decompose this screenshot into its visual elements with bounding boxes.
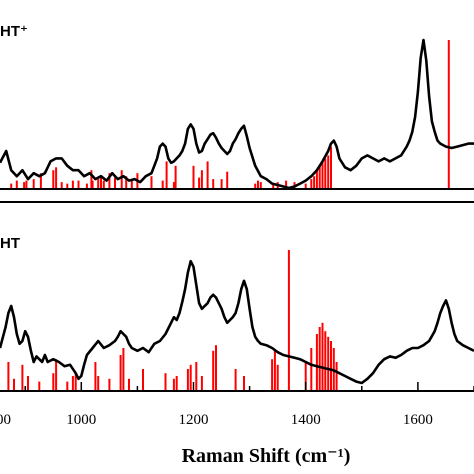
x-tick-label: 1000: [66, 412, 96, 428]
calculated-stick-series-bottom: [7, 250, 338, 390]
x-axis-ticks: 00 1000 1200 1400 1600: [0, 382, 474, 428]
spectrum-line: [0, 259, 474, 385]
panel-label-bottom: HT: [0, 235, 20, 252]
plot-frame-top: [0, 188, 474, 190]
panel-label-top: HT⁺: [0, 23, 28, 40]
panel-ht: HT 00 1000 1200 1400 1600: [0, 201, 474, 428]
x-tick-label: 1600: [403, 412, 433, 428]
x-tick-label: 1200: [179, 412, 209, 428]
calculated-stick-series-top: [10, 40, 450, 188]
plot-frame-bottom: [0, 201, 474, 392]
x-axis-label: Raman Shift (cm⁻¹): [182, 445, 351, 467]
x-tick-label: 1400: [291, 412, 321, 428]
experimental-spectrum-top: [0, 38, 474, 190]
experimental-spectrum-bottom: [0, 259, 474, 385]
spectrum-line: [0, 38, 474, 190]
panel-ht-plus: HT⁺: [0, 23, 474, 190]
x-tick-label-partial: 00: [0, 412, 11, 428]
